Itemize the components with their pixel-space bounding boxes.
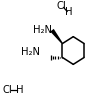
Text: H₂N: H₂N xyxy=(21,48,40,58)
Text: H: H xyxy=(16,85,23,95)
Text: H: H xyxy=(65,7,73,17)
Text: H₂N: H₂N xyxy=(33,25,52,35)
Text: Cl: Cl xyxy=(3,85,12,95)
Polygon shape xyxy=(50,29,63,44)
Text: Cl: Cl xyxy=(57,1,66,11)
